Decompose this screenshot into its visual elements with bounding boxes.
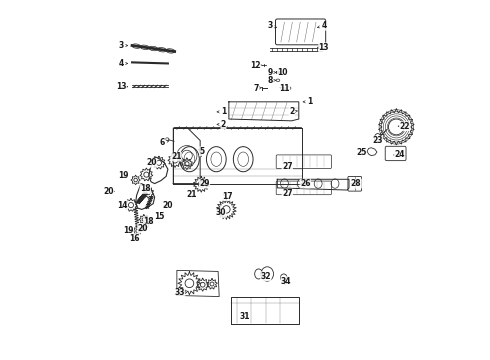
Text: 34: 34 — [281, 276, 292, 285]
Text: 20: 20 — [163, 201, 173, 210]
Text: 18: 18 — [140, 184, 150, 193]
Text: 1: 1 — [307, 97, 312, 106]
Text: 12: 12 — [250, 61, 261, 70]
Text: 32: 32 — [261, 271, 271, 280]
Text: 27: 27 — [282, 189, 293, 198]
Text: 22: 22 — [399, 122, 410, 131]
Text: 4: 4 — [321, 21, 326, 30]
Text: 28: 28 — [351, 179, 362, 188]
Text: 16: 16 — [129, 234, 140, 243]
Text: 8: 8 — [268, 76, 273, 85]
Text: 21: 21 — [171, 152, 181, 161]
Text: 3: 3 — [268, 21, 273, 30]
Text: 30: 30 — [216, 208, 226, 217]
Text: 17: 17 — [222, 192, 232, 201]
Text: 1: 1 — [221, 107, 226, 116]
Text: 20: 20 — [103, 187, 114, 196]
Text: 20: 20 — [138, 224, 148, 233]
Text: 15: 15 — [154, 212, 165, 221]
Text: 6: 6 — [160, 138, 165, 147]
Text: 26: 26 — [300, 179, 311, 188]
Text: 9: 9 — [268, 68, 273, 77]
Text: 4: 4 — [119, 59, 124, 68]
Text: 21: 21 — [186, 190, 196, 199]
Text: 24: 24 — [394, 150, 404, 159]
Text: 20: 20 — [147, 158, 157, 167]
Text: 3: 3 — [119, 41, 124, 50]
Text: 2: 2 — [289, 107, 294, 116]
Text: 19: 19 — [119, 171, 129, 180]
Text: 18: 18 — [144, 217, 154, 226]
Text: 11: 11 — [279, 84, 290, 93]
Text: 27: 27 — [282, 162, 293, 171]
Text: 2: 2 — [221, 120, 226, 129]
Text: 5: 5 — [199, 147, 204, 156]
Text: 25: 25 — [356, 148, 367, 157]
Text: 23: 23 — [372, 136, 383, 145]
Text: 29: 29 — [199, 179, 210, 188]
Text: 14: 14 — [117, 201, 127, 210]
Text: 31: 31 — [239, 312, 249, 321]
Text: 7: 7 — [253, 84, 258, 93]
Text: 13: 13 — [318, 43, 329, 52]
Text: 19: 19 — [123, 226, 134, 235]
Text: 13: 13 — [116, 82, 126, 91]
Text: 33: 33 — [174, 288, 185, 297]
Text: 10: 10 — [277, 68, 288, 77]
